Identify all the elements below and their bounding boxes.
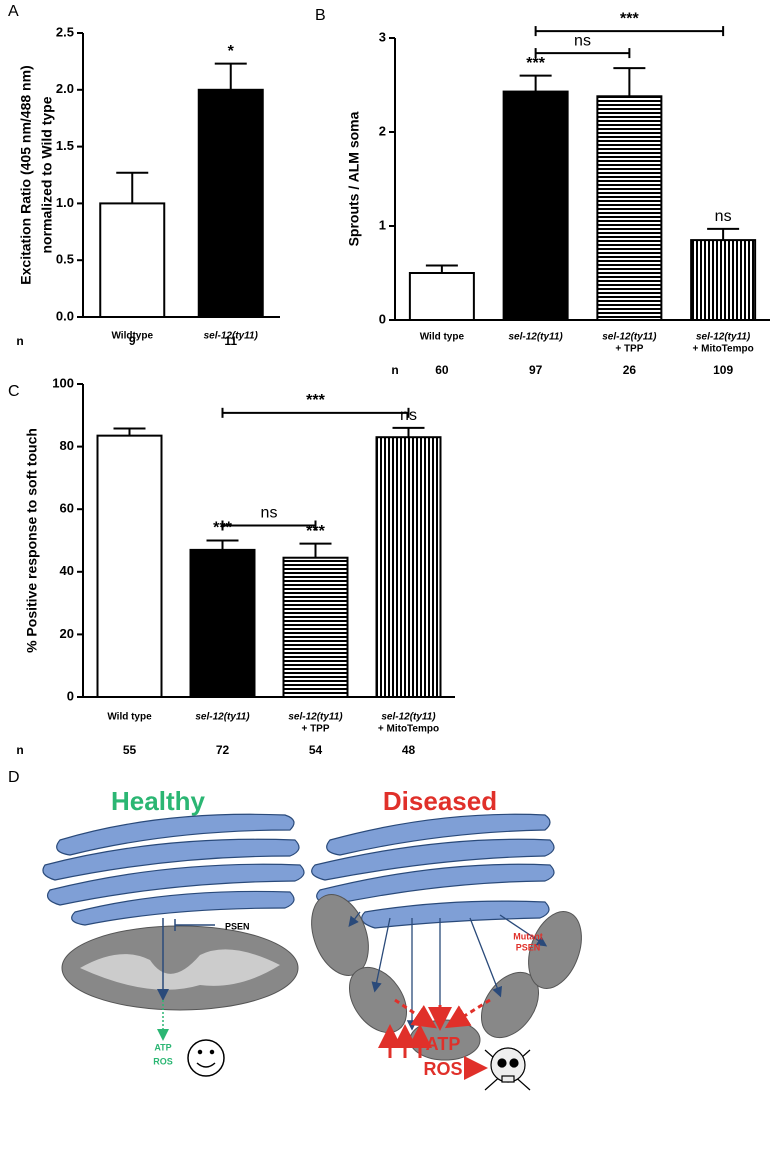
y-tick-label: 0.0 — [56, 308, 74, 323]
y-tick-label: 2.0 — [56, 81, 74, 96]
y-tick-label: 20 — [60, 626, 74, 641]
y-tick-label: 2.5 — [56, 24, 74, 39]
n-value: 26 — [623, 363, 637, 377]
n-value: 9 — [129, 334, 136, 348]
bracket-label: *** — [620, 10, 639, 27]
bar — [282, 556, 349, 699]
significance: *** — [526, 55, 545, 72]
bar — [408, 272, 475, 321]
y-tick-label: 1 — [379, 217, 386, 232]
bracket-label: *** — [306, 392, 325, 409]
y-tick-label: 0 — [67, 688, 74, 703]
y-axis-label: normalized to Wild type — [39, 96, 55, 253]
significance: * — [228, 43, 235, 60]
bracket-label: ns — [574, 32, 591, 49]
x-tick-sublabel: + TPP — [301, 724, 329, 735]
mutant-psen: PSEN — [516, 942, 541, 952]
y-tick-label: 1.5 — [56, 138, 74, 153]
bar — [375, 436, 442, 698]
y-axis-label: Sprouts / ALM soma — [346, 111, 362, 246]
n-value: 54 — [309, 743, 323, 757]
output-label: ROS — [423, 1059, 462, 1079]
x-tick-label: sel-12(ty11) — [288, 712, 343, 723]
panel-label: A — [8, 3, 19, 20]
bar — [99, 202, 166, 318]
bar — [502, 90, 569, 321]
up-arrows — [378, 1024, 432, 1058]
y-tick-label: 2 — [379, 123, 386, 138]
y-tick-label: 40 — [60, 563, 74, 578]
n-value: 11 — [224, 334, 237, 348]
x-tick-label: sel-12(ty11) — [696, 332, 751, 343]
er — [42, 813, 305, 926]
x-tick-sublabel: + TPP — [615, 344, 643, 355]
x-tick-label: sel-12(ty11) — [381, 712, 436, 723]
n-label: n — [16, 743, 23, 757]
output-label: ROS — [153, 1056, 173, 1066]
y-tick-label: 60 — [60, 501, 74, 516]
cristae — [80, 949, 280, 990]
mitochondrion — [61, 925, 299, 1011]
significance: *** — [306, 523, 325, 540]
smiley — [187, 1039, 225, 1077]
y-tick-label: 0 — [379, 311, 386, 326]
output-label: ATP — [426, 1034, 461, 1054]
x-tick-label: sel-12(ty11) — [204, 331, 259, 342]
n-value: 55 — [123, 743, 137, 757]
psen-label: PSEN — [225, 921, 250, 931]
healthy-title: Healthy — [111, 786, 205, 816]
bar — [690, 239, 757, 322]
significance: ns — [715, 208, 732, 225]
x-tick-label: Wild type — [420, 332, 465, 343]
y-tick-label: 80 — [60, 438, 74, 453]
mutant-psen: Mutant — [513, 931, 543, 941]
x-tick-label: Wildtype — [111, 331, 153, 342]
y-tick-label: 1.0 — [56, 195, 74, 210]
y-axis-label: % Positive response to soft touch — [24, 428, 40, 653]
y-axis-label: Excitation Ratio (405 nm/488 nm) — [18, 65, 34, 284]
x-tick-label: sel-12(ty11) — [602, 332, 657, 343]
x-tick-label: Wild type — [107, 712, 152, 723]
n-value: 48 — [402, 743, 416, 757]
bracket-label: ns — [261, 505, 278, 522]
n-value: 109 — [713, 363, 733, 377]
bar — [189, 548, 256, 699]
bar — [596, 95, 663, 321]
y-tick-label: 3 — [379, 29, 386, 44]
panel-label: B — [315, 7, 326, 24]
n-label: n — [16, 334, 23, 348]
y-tick-label: 0.5 — [56, 252, 74, 267]
red-arrows — [394, 998, 491, 1031]
n-label: n — [391, 363, 398, 377]
x-tick-label: sel-12(ty11) — [508, 332, 563, 343]
output-label: ATP — [154, 1042, 171, 1052]
skull — [484, 1047, 531, 1091]
bar — [96, 434, 163, 698]
y-tick-label: 100 — [52, 375, 74, 390]
n-value: 97 — [529, 363, 543, 377]
x-tick-sublabel: + MitoTempo — [693, 344, 754, 355]
n-value: 60 — [435, 363, 449, 377]
charts: A Excitation Ratio (405 nm/488 nm) normali… — [8, 3, 770, 757]
panel-label: D — [8, 769, 20, 786]
x-tick-sublabel: + MitoTempo — [378, 724, 439, 735]
x-tick-label: sel-12(ty11) — [195, 712, 250, 723]
diagram: D Healthy Diseased PSEN ATP ROS Mutant P… — [8, 769, 582, 1091]
n-value: 72 — [216, 743, 230, 757]
bar — [197, 88, 264, 318]
diseased-title: Diseased — [383, 786, 497, 816]
panel-label: C — [8, 383, 20, 400]
